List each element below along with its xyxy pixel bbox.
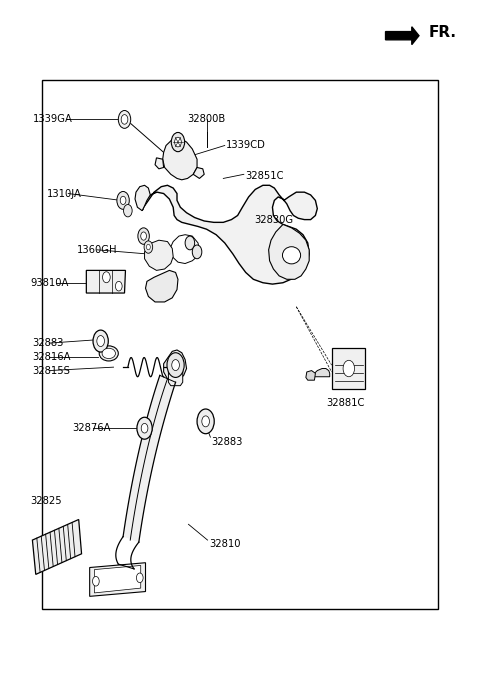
Polygon shape [95, 566, 141, 593]
Circle shape [93, 577, 99, 586]
Text: 1339CD: 1339CD [226, 141, 265, 150]
Text: 32815S: 32815S [33, 366, 70, 376]
Circle shape [97, 336, 105, 347]
Text: 1360GH: 1360GH [77, 245, 117, 255]
Polygon shape [269, 225, 309, 279]
Text: 32883: 32883 [211, 437, 243, 447]
Circle shape [185, 236, 195, 250]
Polygon shape [164, 350, 187, 382]
Polygon shape [144, 240, 173, 270]
Ellipse shape [99, 346, 118, 361]
Circle shape [136, 573, 143, 583]
Text: 32825: 32825 [30, 496, 61, 506]
Circle shape [103, 271, 110, 282]
Circle shape [118, 110, 131, 128]
Text: 1310JA: 1310JA [47, 189, 82, 198]
Polygon shape [385, 27, 419, 45]
Bar [42, 81, 438, 608]
Ellipse shape [282, 247, 300, 264]
Circle shape [144, 241, 153, 254]
Polygon shape [145, 270, 178, 302]
Polygon shape [90, 563, 145, 597]
Text: 32800B: 32800B [188, 114, 226, 125]
Circle shape [197, 409, 214, 433]
Polygon shape [193, 167, 204, 178]
Circle shape [141, 232, 146, 240]
Circle shape [175, 137, 181, 147]
Polygon shape [314, 369, 330, 377]
Polygon shape [33, 520, 82, 575]
Polygon shape [142, 185, 317, 284]
Text: 32810: 32810 [209, 539, 240, 548]
Text: 32830G: 32830G [254, 214, 293, 225]
Polygon shape [306, 371, 315, 380]
Polygon shape [163, 138, 197, 180]
Circle shape [121, 114, 128, 124]
Polygon shape [168, 369, 183, 386]
Text: 32881C: 32881C [326, 398, 364, 408]
Circle shape [167, 353, 184, 378]
Text: 1339GA: 1339GA [33, 114, 72, 125]
Circle shape [138, 228, 149, 245]
Text: 32883: 32883 [33, 338, 64, 348]
Polygon shape [86, 270, 125, 293]
Text: FR.: FR. [429, 25, 456, 40]
Circle shape [202, 416, 209, 427]
Circle shape [141, 424, 148, 433]
Circle shape [192, 245, 202, 259]
Text: 32851C: 32851C [245, 172, 283, 181]
Ellipse shape [102, 348, 116, 358]
Circle shape [116, 281, 122, 291]
Text: 32876A: 32876A [72, 423, 110, 433]
Circle shape [123, 205, 132, 217]
Circle shape [120, 196, 126, 205]
Circle shape [117, 192, 129, 209]
Circle shape [93, 330, 108, 352]
Circle shape [146, 245, 150, 250]
Polygon shape [332, 348, 365, 389]
Text: 32816A: 32816A [33, 352, 71, 362]
Text: 93810A: 93810A [30, 278, 68, 288]
Polygon shape [155, 158, 164, 169]
Circle shape [172, 360, 180, 371]
Polygon shape [123, 376, 176, 542]
Circle shape [171, 132, 185, 152]
Circle shape [343, 360, 355, 377]
Circle shape [137, 418, 152, 439]
Polygon shape [135, 185, 150, 211]
Polygon shape [169, 235, 199, 263]
